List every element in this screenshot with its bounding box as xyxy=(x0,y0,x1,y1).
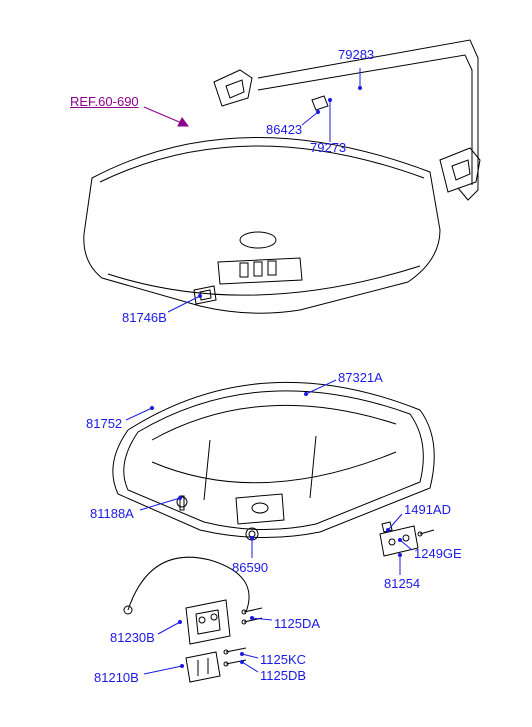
ref-link[interactable]: REF.60-690 xyxy=(70,94,139,109)
part-label-81230B: 81230B xyxy=(110,630,155,645)
part-label-1249GE: 1249GE xyxy=(414,546,462,561)
part-label-1125DA: 1125DA xyxy=(274,616,320,631)
part-label-81210B: 81210B xyxy=(94,670,139,685)
diagram-canvas: REF.60-690 79283 86423 79273 81746B 87321A 81… xyxy=(0,0,532,727)
part-label-1125DB: 1125DB xyxy=(260,668,306,683)
part-label-1125KC: 1125KC xyxy=(260,652,306,667)
part-label-81752: 81752 xyxy=(86,416,122,431)
part-label-87321A: 87321A xyxy=(338,370,383,385)
part-label-79273: 79273 xyxy=(310,140,346,155)
part-label-86423: 86423 xyxy=(266,122,302,137)
part-label-81254: 81254 xyxy=(384,576,420,591)
part-label-1491AD: 1491AD xyxy=(404,502,451,517)
part-label-81746B: 81746B xyxy=(122,310,167,325)
part-label-79283: 79283 xyxy=(338,47,374,62)
part-label-86590: 86590 xyxy=(232,560,268,575)
part-label-81188A: 81188A xyxy=(90,506,134,521)
parts-drawing xyxy=(0,0,532,727)
